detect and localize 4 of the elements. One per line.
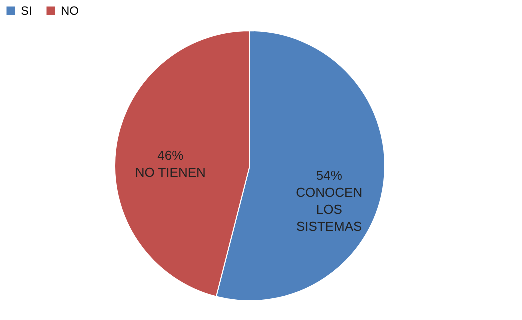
data-label: 54% CONOCEN LOS SISTEMAS (296, 168, 363, 234)
legend-label: SI (21, 4, 32, 18)
data-label: 46% NO TIENEN (135, 148, 206, 180)
legend-label: NO (61, 4, 79, 18)
